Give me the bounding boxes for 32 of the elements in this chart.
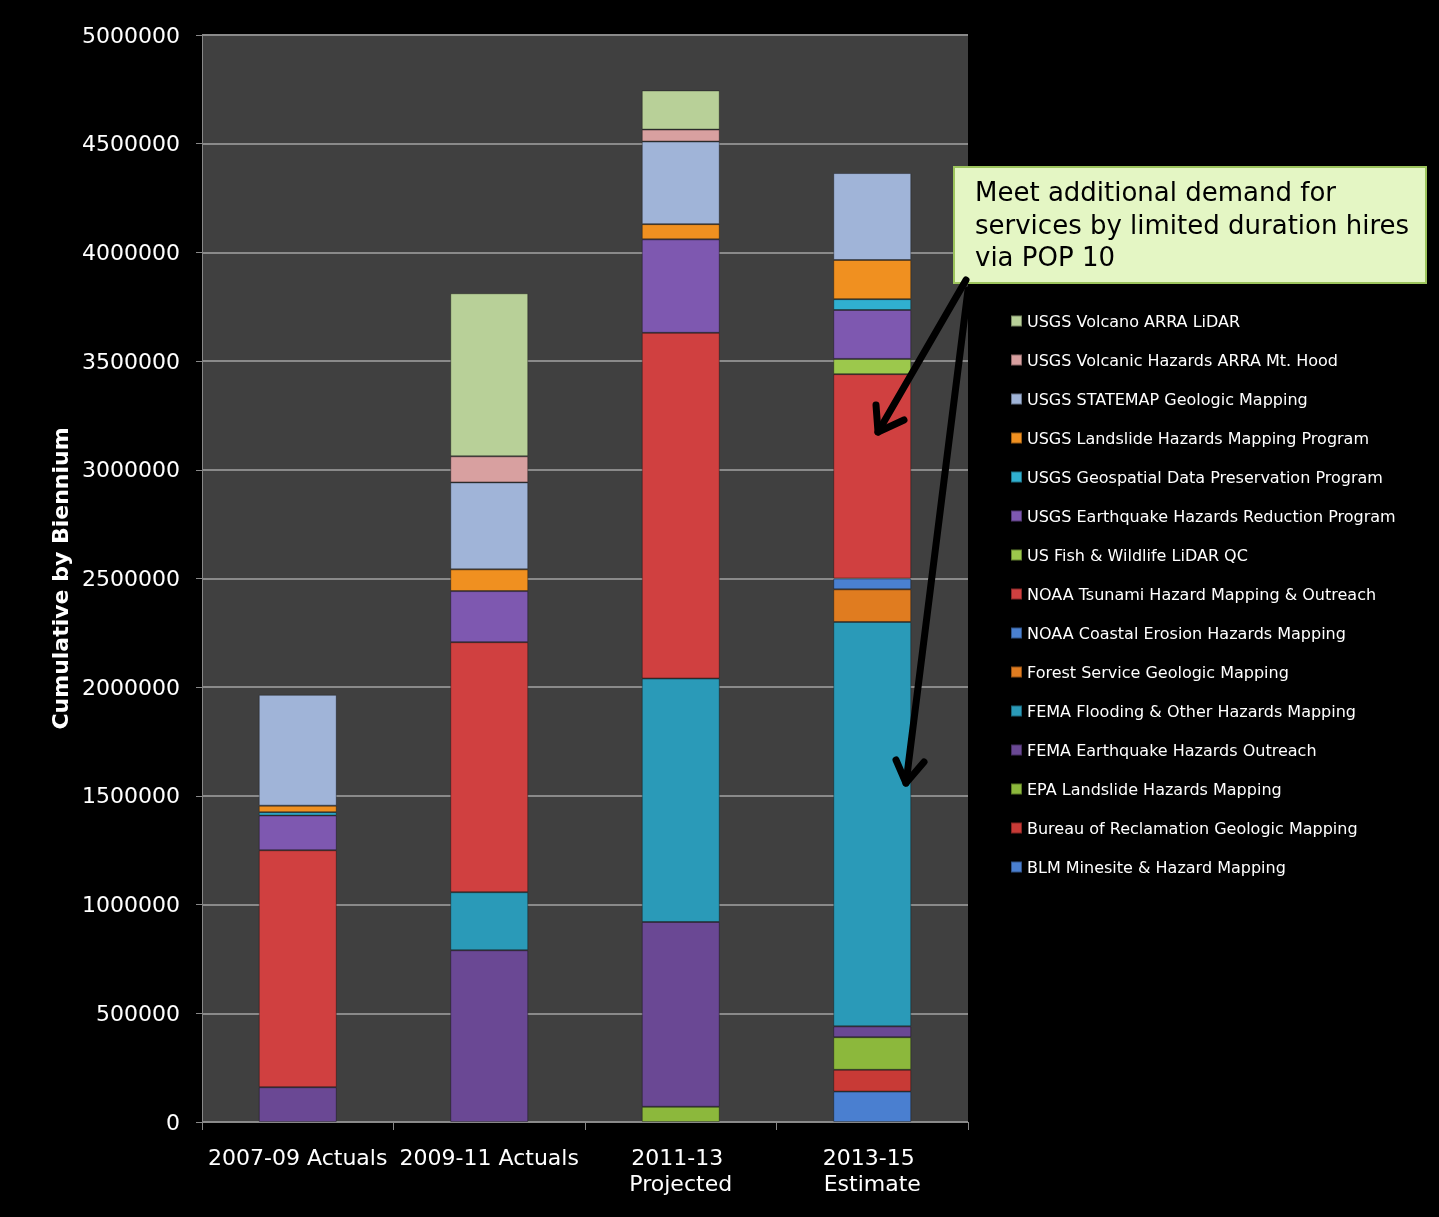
y-tick-label: 5000000 bbox=[82, 22, 180, 48]
legend-label: Forest Service Geologic Mapping bbox=[1027, 662, 1289, 682]
legend-label: USGS Earthquake Hazards Reduction Program bbox=[1027, 506, 1396, 526]
text: Meet additional demand for services by limited duration hires via POP 10 bbox=[975, 176, 1411, 274]
y-tick-label: 1500000 bbox=[82, 783, 180, 809]
x-tick-label: 2009-11 Actuals bbox=[399, 1144, 579, 1170]
y-tick-label: 500000 bbox=[96, 1000, 180, 1026]
legend-label: USGS Landslide Hazards Mapping Program bbox=[1027, 428, 1370, 448]
y-tick-label: 1000000 bbox=[82, 892, 180, 918]
legend-label: USGS Geospatial Data Preservation Program bbox=[1027, 467, 1383, 487]
legend-label: FEMA Flooding & Other Hazards Mapping bbox=[1027, 701, 1357, 721]
x-tick-label: 2013-15 Estimate bbox=[822, 1144, 922, 1196]
legend-label: USGS STATEMAP Geologic Mapping bbox=[1027, 389, 1308, 409]
legend-label: USGS Volcanic Hazards ARRA Mt. Hood bbox=[1027, 350, 1339, 370]
legend-label: USGS Volcano ARRA LiDAR bbox=[1027, 311, 1241, 331]
y-tick-label: 2500000 bbox=[82, 566, 180, 591]
legend-label: BLM Minesite & Hazard Mapping bbox=[1027, 857, 1286, 877]
y-tick-label: 4000000 bbox=[82, 239, 180, 265]
x-tick-label: 2011-13 Projected bbox=[629, 1144, 733, 1196]
legend-label: FEMA Earthquake Hazards Outreach bbox=[1027, 740, 1317, 760]
legend-label: US Fish & Wildlife LiDAR QC bbox=[1027, 545, 1248, 565]
legend-label: Bureau of Reclamation Geologic Mapping bbox=[1027, 818, 1358, 838]
y-axis-title: Cumulative by Biennium bbox=[47, 427, 73, 730]
x-tick-label: 2007-09 Actuals bbox=[208, 1144, 388, 1170]
y-tick-label: 4500000 bbox=[82, 131, 180, 157]
legend-label: EPA Landslide Hazards Mapping bbox=[1027, 779, 1282, 799]
y-tick-label: 0 bbox=[166, 1109, 180, 1135]
y-tick-label: 2000000 bbox=[82, 674, 180, 700]
legend-label: NOAA Tsunami Hazard Mapping & Outreach bbox=[1027, 584, 1377, 604]
y-tick-label: 3000000 bbox=[82, 457, 180, 483]
y-tick-label: 3500000 bbox=[82, 348, 180, 374]
legend-label: NOAA Coastal Erosion Hazards Mapping bbox=[1027, 623, 1346, 643]
